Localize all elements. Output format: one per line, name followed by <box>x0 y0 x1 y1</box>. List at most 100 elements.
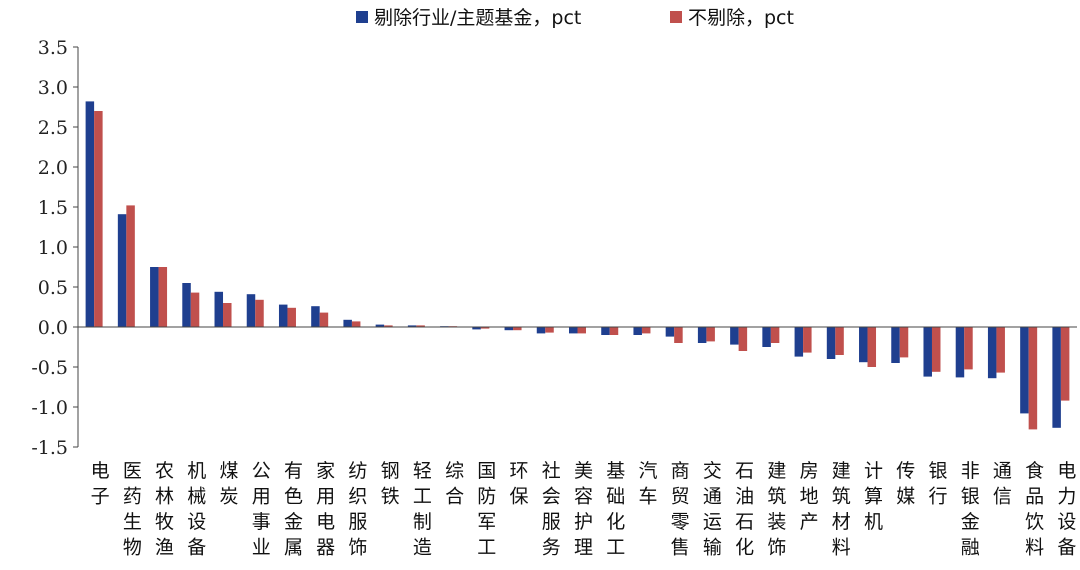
bar-series-1-21 <box>762 327 771 347</box>
bar-series-2-22 <box>803 327 812 353</box>
legend-swatch-series-1 <box>356 11 368 23</box>
bar-series-2-5 <box>255 299 264 327</box>
legend-label-series-1: 剔除行业/主题基金，pct <box>374 7 581 29</box>
category-label: 传媒 <box>896 460 915 508</box>
y-tick-label: 3.5 <box>38 37 68 59</box>
bar-series-2-15 <box>577 327 586 334</box>
bar-series-1-1 <box>117 214 127 327</box>
category-label: 交通运输 <box>703 460 722 559</box>
bar-series-1-19 <box>697 327 707 343</box>
bar-series-1-6 <box>278 304 288 327</box>
bar-series-1-12 <box>472 327 481 330</box>
bar-series-2-28 <box>996 327 1005 373</box>
bar-series-1-3 <box>182 283 191 327</box>
bar-series-1-27 <box>955 327 965 378</box>
category-label: 建筑材料 <box>832 460 851 559</box>
y-tick-label: 1.5 <box>38 197 68 219</box>
category-label: 基础化工 <box>606 460 625 559</box>
bar-series-1-29 <box>1020 327 1029 414</box>
bar-series-2-9 <box>384 325 393 327</box>
bar-series-1-17 <box>633 327 642 335</box>
bar-series-2-12 <box>480 327 490 329</box>
category-label: 电力设备 <box>1057 460 1076 559</box>
y-tick-label: -1.5 <box>31 437 68 459</box>
bar-series-2-1 <box>126 205 135 327</box>
bar-series-2-0 <box>94 111 103 327</box>
category-label: 银行 <box>928 460 947 508</box>
bar-series-2-13 <box>513 327 522 331</box>
category-label: 美容护理 <box>574 460 593 559</box>
category-label: 社会服务 <box>542 460 561 559</box>
category-label: 环保 <box>510 460 529 508</box>
category-label: 机械设备 <box>187 460 206 559</box>
category-label: 钢铁 <box>381 460 400 508</box>
category-label: 石油石化 <box>735 460 754 559</box>
category-label: 综合 <box>445 460 464 508</box>
category-label: 电子 <box>91 460 110 508</box>
category-label: 家用电器 <box>316 460 335 559</box>
category-labels: 电子医药生物农林牧渔机械设备煤炭公用事业有色金属家用电器纺织服饰钢铁轻工制造综合… <box>91 460 1077 559</box>
bar-series-2-17 <box>641 327 651 334</box>
y-tick-label: 2.0 <box>38 157 68 179</box>
bar-series-1-25 <box>891 327 900 363</box>
bar-series-2-30 <box>1060 327 1070 401</box>
y-tick-label: 2.5 <box>38 117 68 139</box>
category-label: 公用事业 <box>252 460 271 559</box>
bar-series-2-2 <box>158 267 168 327</box>
category-label: 非银金融 <box>961 460 980 559</box>
bar-series-2-8 <box>351 321 361 327</box>
bar-series-2-24 <box>867 327 877 367</box>
bars <box>85 101 1070 430</box>
category-label: 医药生物 <box>123 460 142 559</box>
bar-series-2-25 <box>899 327 909 358</box>
bar-series-1-26 <box>923 327 932 377</box>
bar-series-1-2 <box>150 267 159 327</box>
y-tick-label: 3.0 <box>38 77 68 99</box>
bar-series-1-8 <box>343 319 352 327</box>
bar-series-1-30 <box>1052 327 1061 428</box>
category-label: 轻工制造 <box>413 460 432 559</box>
bar-series-2-14 <box>545 327 554 333</box>
bar-series-2-4 <box>223 303 232 327</box>
category-label: 计算机 <box>864 460 883 533</box>
bar-series-1-15 <box>569 327 578 334</box>
y-tick-label: -0.5 <box>31 357 68 379</box>
category-label: 农林牧渔 <box>155 460 174 559</box>
category-label: 国防军工 <box>477 460 496 559</box>
bar-series-2-18 <box>674 327 683 343</box>
legend-label-series-2: 不剔除，pct <box>688 7 794 29</box>
bar-series-1-18 <box>665 327 675 337</box>
bar-series-2-7 <box>319 312 329 327</box>
bar-series-1-10 <box>407 325 417 327</box>
legend: 剔除行业/主题基金，pct 不剔除，pct <box>356 7 794 29</box>
bar-series-2-27 <box>964 327 973 370</box>
y-tick-label: 1.0 <box>38 237 68 259</box>
bar-series-1-14 <box>536 327 546 334</box>
bar-series-1-0 <box>85 101 95 328</box>
category-label: 建筑装饰 <box>767 460 786 559</box>
bar-series-2-21 <box>770 327 780 343</box>
category-label: 煤炭 <box>220 460 239 508</box>
y-tick-label: -1.0 <box>31 397 68 419</box>
bar-series-1-16 <box>601 327 610 335</box>
bar-series-2-6 <box>287 307 296 327</box>
y-tick-label: 0.0 <box>38 317 68 339</box>
bar-series-1-24 <box>859 327 868 363</box>
y-tick-label: 0.5 <box>38 277 68 299</box>
category-label: 汽车 <box>638 460 657 508</box>
bar-series-2-26 <box>931 327 941 372</box>
category-label: 通信 <box>993 460 1012 508</box>
bar-series-2-3 <box>190 292 200 327</box>
bar-series-1-4 <box>214 291 224 327</box>
bar-series-2-16 <box>609 327 619 335</box>
bar-series-1-28 <box>987 327 997 379</box>
bar-series-1-5 <box>246 294 256 327</box>
legend-swatch-series-2 <box>670 11 682 23</box>
bar-series-1-7 <box>311 306 320 327</box>
bar-series-1-22 <box>794 327 804 357</box>
category-label: 有色金属 <box>284 460 303 559</box>
category-label: 房地产 <box>800 460 819 533</box>
category-label: 商贸零售 <box>671 460 690 559</box>
bar-series-1-23 <box>826 327 836 359</box>
